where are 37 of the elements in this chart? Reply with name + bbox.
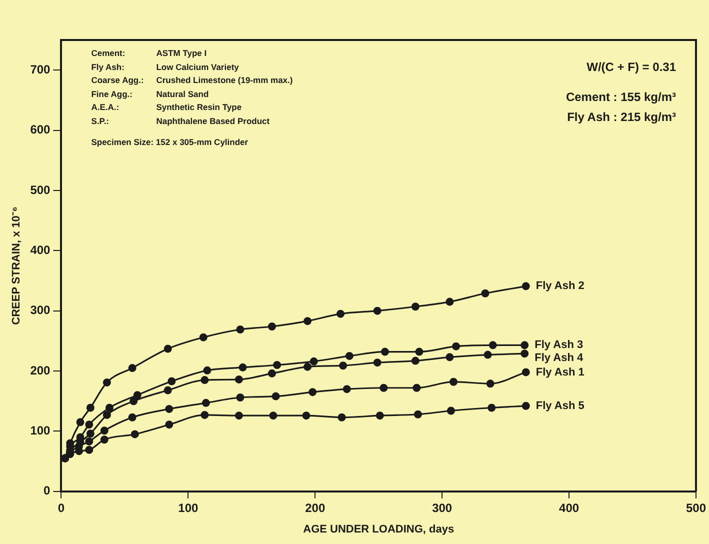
x-tick-label: 100	[178, 500, 199, 515]
annotation: Naphthalene Based Product	[156, 116, 270, 126]
series-label: Fly Ash 2	[536, 280, 584, 292]
y-tick-label: 400	[30, 242, 51, 257]
annotation: Natural Sand	[156, 88, 209, 98]
x-tick-label: 300	[432, 500, 452, 515]
y-tick-label: 0	[44, 484, 51, 498]
x-tick-label: 500	[686, 500, 706, 515]
x-axis-title: AGE UNDER LOADING, days	[303, 523, 454, 536]
x-tick-label: 200	[305, 500, 326, 515]
series-label: Fly Ash 4	[534, 352, 584, 364]
series-label: Fly Ash 1	[536, 366, 584, 378]
annotation: S.P.:	[91, 116, 110, 126]
annotation: Cement:	[91, 48, 126, 58]
annotation: Fly Ash : 215 kg/m³	[567, 110, 676, 124]
y-tick-label: 500	[30, 182, 51, 197]
annotation: W/(C + F) = 0.31	[586, 60, 676, 74]
annotation: Fly Ash:	[91, 62, 124, 72]
x-tick-label: 0	[58, 500, 65, 515]
y-tick-label: 600	[30, 122, 51, 137]
series-label: Fly Ash 5	[536, 400, 584, 412]
annotation: Synthetic Resin Type	[156, 102, 242, 112]
annotation: Low Calcium Variety	[156, 62, 239, 72]
y-tick-label: 700	[30, 62, 51, 76]
annotation: Coarse Agg.:	[91, 75, 144, 85]
y-tick-label: 300	[30, 303, 51, 318]
y-tick-label: 100	[30, 424, 51, 438]
annotation: ASTM Type I	[156, 48, 207, 58]
annotation: Specimen Size: 152 x 305-mm Cylinder	[91, 137, 248, 148]
x-tick-label: 400	[559, 500, 580, 515]
annotation: Crushed Limestone (19-mm max.)	[156, 75, 293, 85]
annotation: A.E.A.:	[91, 102, 120, 112]
y-tick-label: 200	[30, 363, 51, 378]
y-axis-title: CREEP STRAIN, x 10⁻⁶	[10, 206, 23, 325]
annotation: Cement : 155 kg/m³	[566, 90, 676, 104]
series-label: Fly Ash 3	[534, 339, 584, 352]
annotation: Fine Agg.:	[91, 88, 132, 98]
